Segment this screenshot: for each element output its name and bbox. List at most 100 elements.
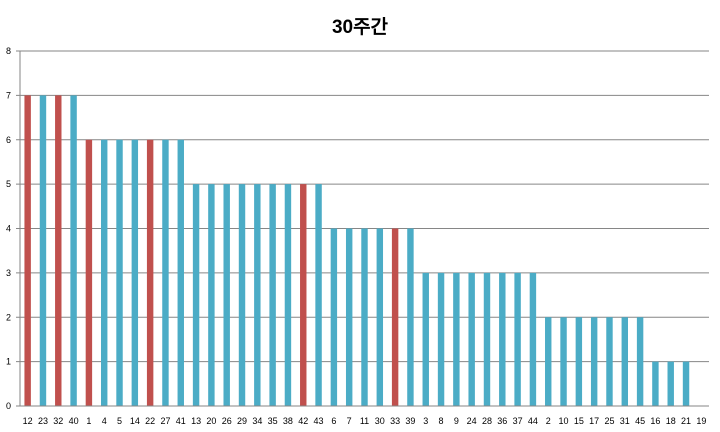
- x-tick-label: 45: [635, 416, 645, 426]
- chart-title: 30주간: [331, 17, 389, 38]
- bar-14: [131, 139, 139, 406]
- bar-11: [361, 228, 368, 406]
- bar-23: [39, 95, 47, 406]
- x-tick-label: 3: [423, 416, 428, 426]
- x-tick-label: 10: [559, 416, 569, 426]
- bar-37: [514, 272, 521, 406]
- bar-38: [284, 184, 292, 406]
- bar-35: [269, 184, 276, 406]
- x-tick-label: 21: [681, 416, 691, 426]
- bar-31: [621, 317, 629, 406]
- bar-18: [667, 361, 674, 406]
- y-tick-label: 5: [6, 179, 11, 189]
- x-tick-label: 12: [23, 416, 33, 426]
- bar-12: [24, 95, 31, 406]
- axes: [19, 51, 709, 407]
- bar-17: [590, 317, 598, 406]
- bar-9: [453, 272, 460, 406]
- x-tick-label: 33: [390, 416, 400, 426]
- x-tick-label: 39: [405, 416, 415, 426]
- x-tick-label: 38: [283, 416, 293, 426]
- x-tick-label: 27: [160, 416, 170, 426]
- x-tick-label: 19: [696, 416, 706, 426]
- x-tick-label: 42: [298, 416, 308, 426]
- x-tick-label: 20: [206, 416, 216, 426]
- x-tick-label: 6: [331, 416, 336, 426]
- x-tick-label: 34: [252, 416, 262, 426]
- y-tick-label: 1: [6, 357, 11, 367]
- bar-24: [468, 272, 475, 406]
- x-tick-label: 5: [117, 416, 122, 426]
- y-tick-label: 6: [6, 135, 11, 145]
- x-tick-label: 26: [222, 416, 232, 426]
- bar-44: [529, 272, 537, 406]
- bar-42: [300, 184, 307, 406]
- bar-30: [376, 228, 384, 406]
- bar-2: [545, 317, 552, 406]
- x-tick-labels: 12 23 32 40 1 4 5 14 22 27 41 13 20 26 29 34 35 38 42 43 6 7 1…: [23, 416, 707, 426]
- x-tick-label: 30: [375, 416, 385, 426]
- bar-15: [575, 317, 583, 406]
- x-tick-label: 7: [347, 416, 352, 426]
- x-tick-label: 25: [604, 416, 614, 426]
- x-tick-label: 43: [314, 416, 324, 426]
- bar-3: [422, 272, 429, 406]
- x-tick-label: 18: [666, 416, 676, 426]
- bar-20: [208, 184, 215, 406]
- bar-13: [192, 184, 200, 406]
- x-tick-label: 1: [86, 416, 91, 426]
- x-tick-label: 9: [454, 416, 459, 426]
- bar-7: [345, 228, 353, 406]
- x-tick-label: 15: [574, 416, 584, 426]
- x-tick-label: 13: [191, 416, 201, 426]
- y-tick-label: 2: [6, 312, 11, 322]
- x-tick-label: 16: [650, 416, 660, 426]
- x-tick-label: 29: [237, 416, 247, 426]
- x-tick-label: 14: [130, 416, 140, 426]
- x-tick-label: 41: [176, 416, 186, 426]
- bar-45: [636, 317, 644, 406]
- bar-6: [330, 228, 338, 406]
- bar-4: [100, 139, 108, 406]
- bar-32: [55, 95, 62, 406]
- bar-36: [499, 272, 506, 406]
- x-tick-label: 31: [620, 416, 630, 426]
- y-tick-label: 7: [6, 90, 11, 100]
- bar-21: [682, 361, 690, 406]
- x-tick-label: 11: [360, 416, 369, 426]
- bars: [24, 95, 690, 406]
- bar-41: [177, 139, 184, 406]
- bar-25: [606, 317, 613, 406]
- bar-33: [391, 228, 399, 406]
- bar-16: [652, 361, 659, 406]
- x-tick-label: 2: [546, 416, 551, 426]
- bar-40: [70, 95, 77, 406]
- bar-8: [437, 272, 445, 406]
- bar-5: [116, 139, 123, 406]
- y-tick-labels: 0 1 2 3 4 5 6 7 8: [6, 46, 11, 411]
- bar-28: [483, 272, 491, 406]
- x-tick-label: 28: [482, 416, 492, 426]
- bar-29: [238, 184, 246, 406]
- x-tick-label: 44: [528, 416, 538, 426]
- bar-22: [146, 139, 154, 406]
- y-tick-label: 8: [6, 46, 11, 56]
- bar-34: [254, 184, 261, 406]
- x-tick-label: 35: [268, 416, 278, 426]
- bar-26: [223, 184, 230, 406]
- y-tick-label: 0: [6, 401, 11, 411]
- x-tick-label: 4: [102, 416, 107, 426]
- bar-1: [85, 139, 93, 406]
- x-tick-label: 32: [53, 416, 63, 426]
- bar-39: [407, 228, 414, 406]
- x-tick-label: 23: [38, 416, 48, 426]
- bar-10: [560, 317, 567, 406]
- bar-27: [162, 139, 169, 406]
- x-tick-label: 40: [69, 416, 79, 426]
- y-tick-label: 3: [6, 268, 11, 278]
- bar-43: [315, 184, 322, 406]
- x-tick-label: 17: [589, 416, 599, 426]
- x-tick-label: 8: [439, 416, 444, 426]
- x-tick-label: 24: [467, 416, 477, 426]
- x-tick-label: 36: [497, 416, 507, 426]
